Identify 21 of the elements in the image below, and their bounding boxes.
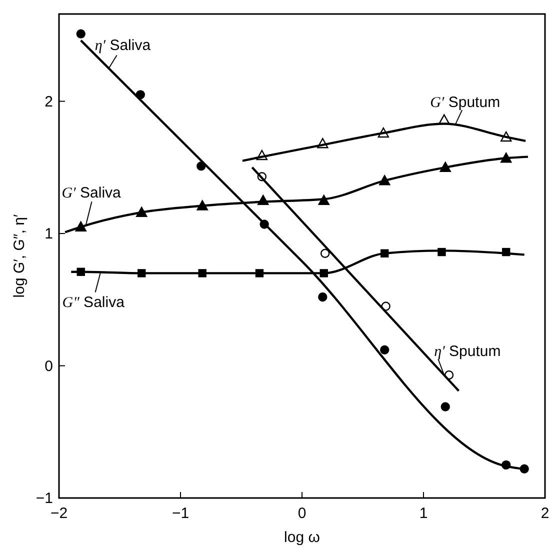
x-tick-label: 1 [419, 505, 428, 522]
x-tick-label: 2 [540, 505, 550, 522]
y-tick-label: −1 [36, 490, 53, 507]
y-tick-label: 2 [44, 93, 53, 110]
annotation: G′ Sputum [430, 94, 500, 112]
annotation: G′ Saliva [62, 184, 122, 202]
x-tick-label: 0 [298, 505, 306, 522]
y-tick-label: 0 [44, 358, 53, 375]
y-tick-label: 1 [44, 226, 53, 243]
point [380, 345, 390, 354]
y-axis-title: log G′, G″, η′ [11, 214, 28, 298]
point [318, 292, 328, 302]
x-tick-label: −1 [172, 505, 190, 522]
point [76, 29, 86, 38]
point [440, 402, 450, 412]
annotation: η′ Sputum [434, 343, 501, 360]
annotation: G″ Saliva [62, 294, 126, 312]
point [320, 248, 330, 258]
x-axis-title: log ω [284, 529, 320, 546]
annotation: η′ Saliva [94, 37, 152, 54]
x-tick-label: −2 [50, 505, 68, 522]
